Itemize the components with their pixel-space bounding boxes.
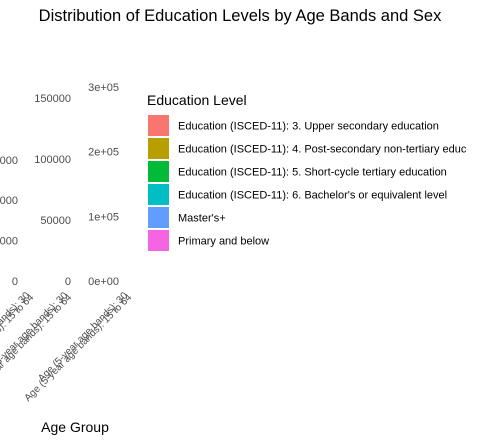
legend-swatch-3 xyxy=(148,184,169,205)
panel-2-y-tick-label-1: 1e+05 xyxy=(88,211,119,223)
panel-cropped-y-tick-label-0: 0 xyxy=(12,276,18,288)
panel-1-y-tick-label-1: 50000 xyxy=(40,215,71,227)
panel-2-x-tick-label-1: Age (5-year age bands): 15 to 64 xyxy=(23,292,135,404)
legend: Education Level Education (ISCED-11): 3.… xyxy=(147,92,467,251)
panel-cropped-y-tick-label-1: 0000 xyxy=(0,236,18,248)
legend-swatch-1 xyxy=(148,138,169,159)
legend-swatch-4 xyxy=(148,207,169,228)
panel-cropped-y-tick-label-2: 0000 xyxy=(0,195,18,207)
panel-1-y-tick-label-0: 0 xyxy=(65,276,71,288)
legend-swatch-2 xyxy=(148,161,169,182)
legend-swatch-5 xyxy=(148,230,169,251)
legend-label-5: Primary and below xyxy=(178,236,269,248)
panel-1-y-tick-label-3: 150000 xyxy=(34,93,71,105)
legend-label-3: Education (ISCED-11): 6. Bachelor's or e… xyxy=(178,190,447,202)
chart-title: Distribution of Education Levels by Age … xyxy=(39,7,442,25)
legend-title: Education Level xyxy=(147,92,247,108)
x-axis-title: Age Group xyxy=(41,419,109,435)
panel-2-y-tick-label-3: 3e+05 xyxy=(88,82,119,94)
legend-label-0: Education (ISCED-11): 3. Upper secondary… xyxy=(178,121,439,133)
legend-swatch-0 xyxy=(148,115,169,136)
panel-cropped-y-tick-label-3: 0000 xyxy=(0,155,18,167)
legend-label-2: Education (ISCED-11): 5. Short-cycle ter… xyxy=(178,167,447,179)
panel-2: 0e+00 1e+05 2e+05 3e+05 Age (5-year age band… xyxy=(23,82,135,404)
panel-1-y-tick-label-2: 100000 xyxy=(34,154,71,166)
panel-2-y-tick-label-2: 2e+05 xyxy=(88,147,119,159)
legend-label-4: Master's+ xyxy=(178,213,226,225)
legend-label-1: Education (ISCED-11): 4. Post-secondary … xyxy=(178,144,467,156)
panel-2-y-tick-label-0: 0e+00 xyxy=(88,276,119,288)
